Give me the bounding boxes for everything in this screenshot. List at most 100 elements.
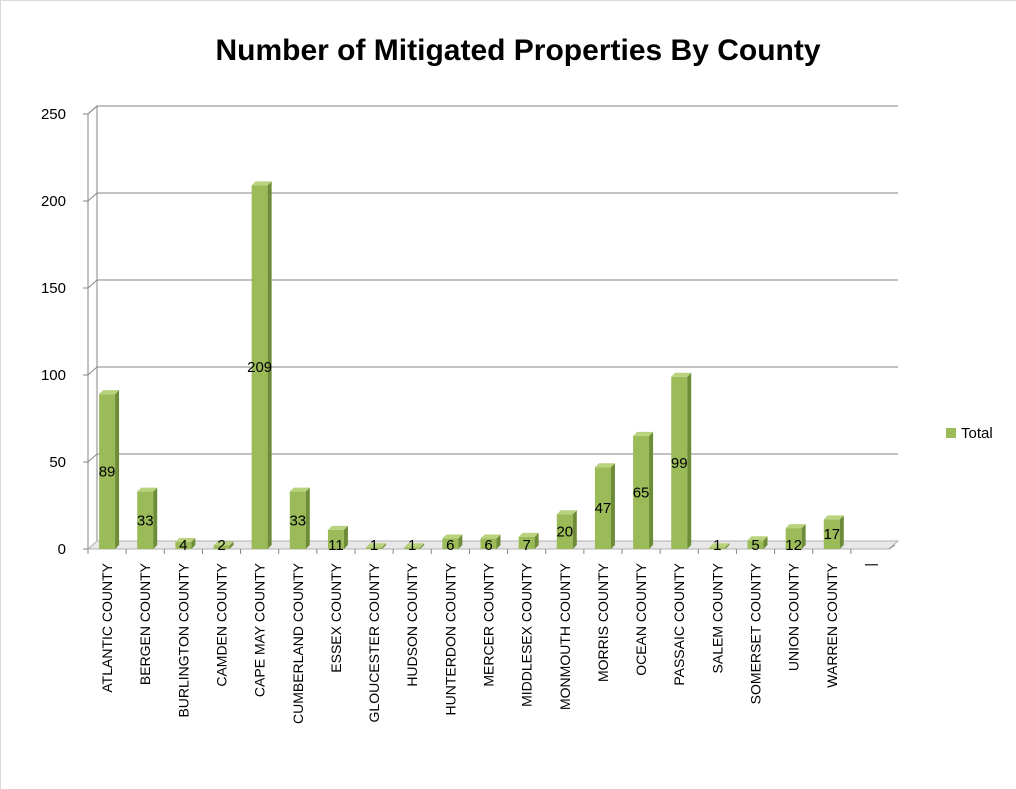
x-category-label: BERGEN COUNTY	[137, 562, 153, 685]
bar-front	[251, 185, 268, 549]
floor-edge	[888, 544, 896, 550]
x-category-label: MORRIS COUNTY	[595, 562, 611, 682]
bar-top	[175, 538, 196, 543]
x-category-label: CAMDEN COUNTY	[214, 562, 230, 686]
bar	[366, 543, 387, 549]
x-category-label: UNION COUNTY	[786, 562, 802, 671]
x-category-label: MONMOUTH COUNTY	[557, 562, 573, 710]
bar	[442, 534, 463, 549]
bar-top	[251, 181, 272, 186]
bar-top	[137, 487, 158, 492]
gridline	[87, 366, 898, 376]
gridline	[87, 279, 898, 289]
bar	[404, 543, 425, 549]
bar	[556, 510, 577, 549]
bar-top	[442, 534, 463, 539]
data-label: 209	[247, 359, 272, 376]
bar-side	[305, 487, 310, 549]
bars	[99, 181, 844, 549]
gridline	[87, 192, 898, 202]
bar	[747, 536, 768, 549]
bar-top	[518, 532, 539, 537]
bar-side	[267, 181, 272, 549]
bar-front	[747, 540, 764, 549]
x-category-label: HUNTERDON COUNTY	[442, 562, 458, 715]
x-category-label: SOMERSET COUNTY	[748, 562, 764, 704]
bar-top	[633, 431, 654, 436]
bar-front	[442, 538, 459, 549]
bar-top	[404, 543, 425, 548]
bar-front	[709, 547, 726, 549]
bar-top	[785, 524, 806, 529]
bar-front	[99, 394, 116, 549]
y-tick-label: 0	[58, 541, 66, 558]
bar-front	[556, 514, 573, 549]
bar-side	[801, 524, 806, 549]
data-label: 12	[785, 537, 802, 554]
x-category-label: HUDSON COUNTY	[404, 562, 420, 686]
data-label: 11	[328, 537, 344, 554]
x-category-label: ATLANTIC COUNTY	[99, 562, 115, 692]
bar-top	[747, 536, 768, 541]
bar-side	[534, 532, 539, 549]
bar	[213, 541, 234, 549]
bar	[480, 534, 501, 549]
bar-side	[839, 515, 844, 549]
data-label: 17	[823, 526, 840, 543]
x-category-label: CAPE MAY COUNTY	[252, 562, 268, 697]
x-category-label: MERCER COUNTY	[481, 562, 497, 686]
bar-side	[763, 536, 768, 549]
bar	[327, 525, 348, 549]
bar-side	[649, 431, 654, 549]
bar-top	[99, 390, 120, 395]
x-category-label: CUMBERLAND COUNTY	[290, 562, 306, 724]
gridline	[87, 453, 898, 463]
legend-label: Total	[961, 425, 993, 442]
data-label: 1	[713, 537, 721, 554]
bar-side	[191, 538, 196, 549]
bar-front	[518, 536, 535, 549]
bar	[671, 372, 692, 549]
bar-side	[725, 543, 730, 549]
gridlines	[86, 105, 900, 550]
data-label: 6	[484, 537, 492, 554]
bar-front	[327, 529, 344, 549]
data-label: 99	[671, 455, 688, 472]
x-category-label: SALEM COUNTY	[709, 562, 725, 673]
bar-side	[458, 534, 463, 549]
bar	[175, 538, 196, 549]
bar-top	[823, 515, 844, 520]
data-label: 7	[522, 537, 530, 554]
bar	[594, 463, 615, 549]
bar-front	[213, 545, 230, 549]
bar-top	[327, 525, 348, 530]
x-category-label: ESSEX COUNTY	[328, 562, 344, 672]
data-label: 1	[370, 537, 378, 554]
bar-top	[480, 534, 501, 539]
x-category-label: PASSAIC COUNTY	[671, 562, 687, 685]
bar-top	[671, 372, 692, 377]
bar-side	[687, 372, 692, 549]
bar-front	[671, 376, 688, 549]
data-label: 1	[408, 537, 416, 554]
bar-front	[366, 547, 383, 549]
bar-side	[610, 463, 615, 549]
gridline	[87, 105, 898, 115]
data-label: 47	[595, 500, 612, 517]
bar-side	[115, 390, 120, 549]
bar-front	[404, 547, 421, 549]
data-label: 20	[556, 524, 573, 541]
y-tick-label: 150	[41, 280, 66, 297]
bar-front	[823, 519, 840, 549]
bar	[289, 487, 310, 549]
bar-side	[343, 525, 348, 549]
data-label: 33	[289, 512, 306, 529]
bar-front	[137, 491, 154, 549]
data-label: 6	[446, 537, 454, 554]
y-tick-label: 100	[41, 367, 66, 384]
x-category-label: |	[862, 563, 878, 567]
data-label: 89	[99, 464, 116, 481]
bar-front	[480, 538, 497, 549]
bar	[785, 524, 806, 549]
